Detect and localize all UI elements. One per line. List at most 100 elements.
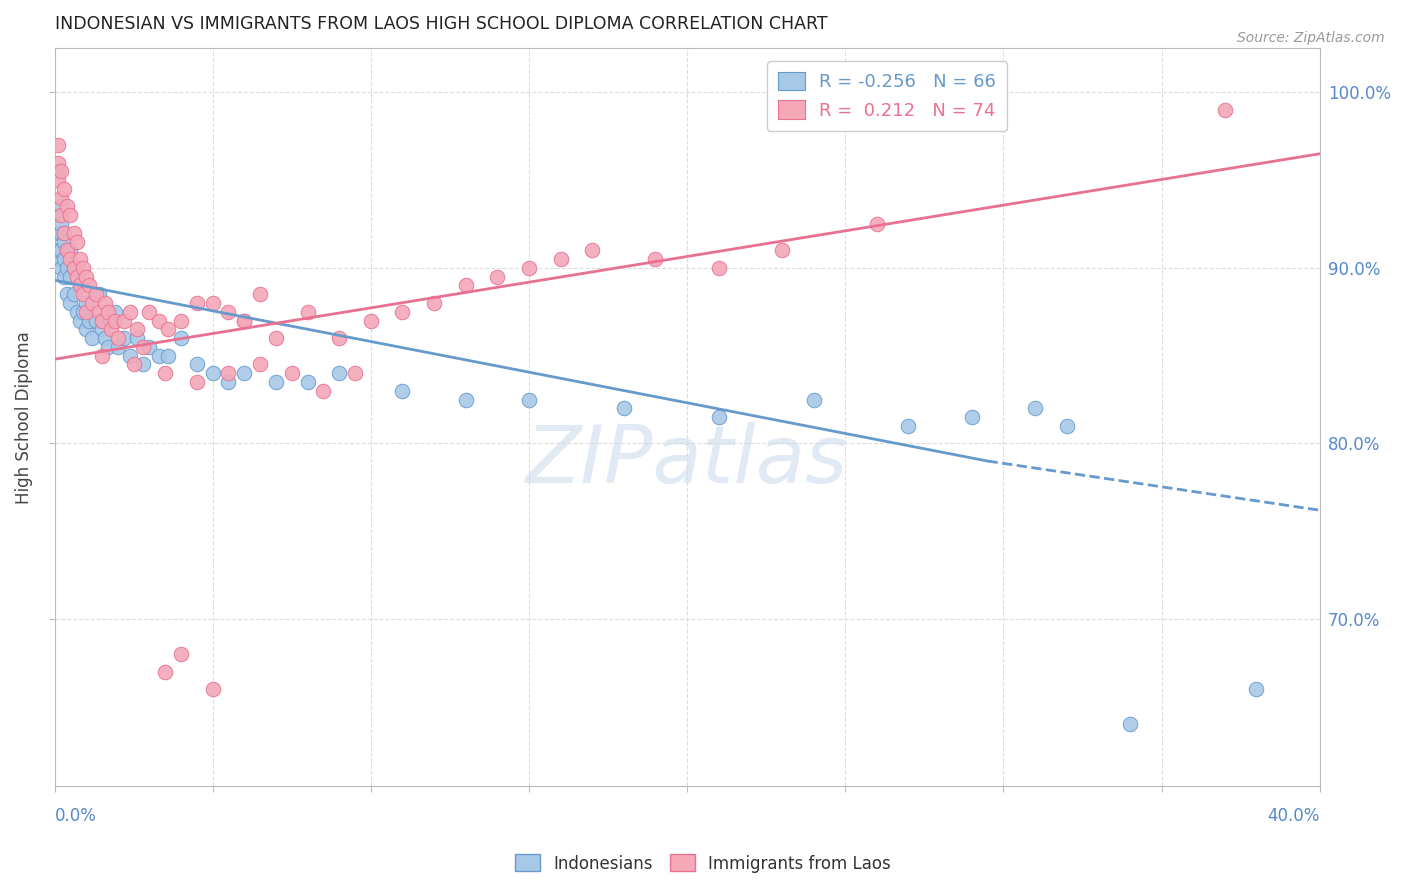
Point (53, 226, 76, 240)
Point (1024, 401, 1046, 416)
Point (644, 252, 666, 267)
Point (218, 375, 240, 389)
Point (59, 269, 82, 284)
Point (59, 252, 82, 267)
Point (94, 296, 117, 310)
Point (59, 244, 82, 258)
Point (49, 164, 72, 178)
Point (46, 244, 69, 258)
Point (707, 260, 730, 275)
Point (107, 331, 129, 345)
Point (201, 296, 224, 310)
Point (170, 313, 193, 327)
Point (312, 384, 335, 398)
Point (46, 252, 69, 267)
Point (49, 217, 72, 231)
Point (104, 305, 127, 319)
Point (249, 358, 271, 372)
Point (201, 366, 224, 380)
Point (62, 287, 84, 301)
Point (56, 260, 79, 275)
Point (112, 313, 135, 327)
Point (49, 191, 72, 205)
Point (122, 358, 145, 372)
Point (75, 269, 97, 284)
Point (75, 322, 97, 336)
Point (454, 278, 477, 293)
Point (157, 349, 180, 363)
Point (138, 305, 160, 319)
Point (391, 305, 413, 319)
Point (104, 313, 127, 327)
Point (264, 375, 287, 389)
Point (87, 287, 110, 301)
Point (91, 349, 114, 363)
Point (157, 322, 180, 336)
Point (72, 260, 94, 275)
Point (517, 392, 540, 407)
Point (49, 226, 72, 240)
Point (72, 287, 94, 301)
Point (56, 199, 79, 213)
Point (53, 269, 76, 284)
Point (297, 305, 319, 319)
Point (46, 226, 69, 240)
Point (897, 418, 920, 433)
Point (328, 366, 350, 380)
Point (186, 358, 208, 372)
Point (249, 287, 271, 301)
Point (66, 269, 89, 284)
Point (56, 244, 79, 258)
Point (960, 410, 983, 425)
Point (66, 235, 89, 249)
Point (866, 217, 889, 231)
Point (84, 313, 107, 327)
Point (46, 155, 69, 169)
Point (707, 410, 730, 425)
Point (391, 384, 413, 398)
Point (218, 305, 240, 319)
Point (218, 366, 240, 380)
Legend: R = -0.256   N = 66, R =  0.212   N = 74: R = -0.256 N = 66, R = 0.212 N = 74 (766, 62, 1007, 130)
Point (97, 340, 120, 354)
Point (53, 252, 76, 267)
Point (1119, 717, 1142, 731)
Point (75, 296, 97, 310)
Point (125, 322, 148, 336)
Text: INDONESIAN VS IMMIGRANTS FROM LAOS HIGH SCHOOL DIPLOMA CORRELATION CHART: INDONESIAN VS IMMIGRANTS FROM LAOS HIGH … (55, 15, 827, 33)
Point (82, 296, 104, 310)
Point (148, 349, 170, 363)
Text: 40.0%: 40.0% (1267, 807, 1320, 825)
Point (138, 340, 160, 354)
Point (297, 375, 319, 389)
Point (49, 260, 72, 275)
Point (360, 313, 382, 327)
Point (46, 138, 69, 153)
Point (170, 647, 193, 661)
Point (91, 322, 114, 336)
Point (454, 392, 477, 407)
Legend: Indonesians, Immigrants from Laos: Indonesians, Immigrants from Laos (509, 847, 897, 880)
Point (82, 331, 104, 345)
Point (53, 235, 76, 249)
Text: ZIPatlas: ZIPatlas (526, 423, 848, 500)
Point (79, 278, 101, 293)
Point (59, 296, 82, 310)
Point (46, 164, 69, 178)
Point (49, 208, 72, 222)
Point (49, 244, 72, 258)
Point (803, 392, 825, 407)
Point (280, 366, 302, 380)
Point (120, 305, 142, 319)
Point (132, 358, 155, 372)
Point (53, 182, 76, 196)
Point (613, 401, 636, 416)
Point (155, 366, 177, 380)
Point (233, 313, 256, 327)
Point (125, 331, 148, 345)
Point (84, 287, 107, 301)
Point (69, 278, 91, 293)
Point (62, 226, 84, 240)
Point (97, 305, 120, 319)
Point (56, 244, 79, 258)
